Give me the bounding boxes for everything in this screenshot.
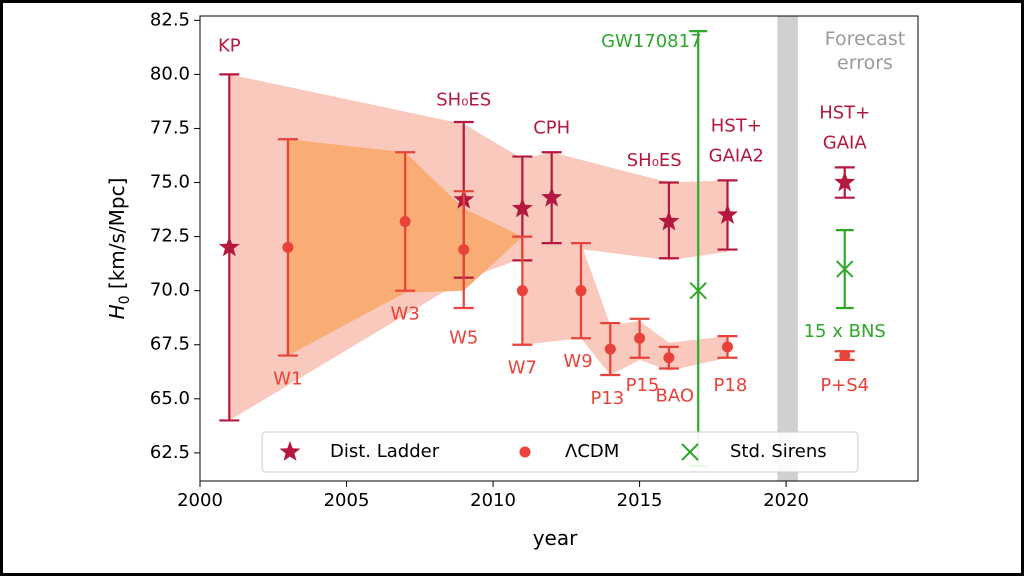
legend-label: ΛCDM — [565, 441, 619, 462]
data-point-star — [511, 197, 533, 218]
annotation-label: W3 — [391, 303, 420, 324]
x-tick-label: 2015 — [617, 490, 663, 511]
data-point-star — [717, 204, 738, 224]
x-tick-label: 2000 — [177, 490, 223, 511]
data-point-x — [689, 281, 707, 300]
data-point-circle — [282, 241, 294, 253]
data-point-star — [541, 186, 563, 207]
data-point-circle — [663, 352, 675, 364]
plot-area — [218, 16, 856, 481]
data-point-circle — [839, 350, 851, 362]
y-tick-label: 77.5 — [150, 117, 190, 138]
legend-label: Dist. Ladder — [330, 441, 440, 462]
annotation-label: W9 — [563, 351, 592, 372]
annotation-label: P18 — [714, 375, 748, 396]
data-point-circle — [604, 343, 616, 355]
data-point-x-stroke-b — [689, 281, 707, 300]
data-point-circle — [458, 244, 470, 256]
y-tick-label: 65.0 — [150, 388, 190, 409]
annotation-label: 15 x BNS — [804, 321, 886, 342]
legend: Dist. Ladder ΛCDM Std. Sirens — [261, 431, 859, 473]
data-point-star — [658, 210, 680, 231]
y-tick-label: 72.5 — [150, 226, 190, 247]
y-tick-label: 75.0 — [150, 172, 190, 193]
annotation-label: GAIA — [823, 133, 868, 154]
plot-frame — [199, 15, 919, 482]
annotation-label: P+S4 — [820, 375, 869, 396]
annotation-label: KP — [218, 35, 241, 56]
x-axis-label: year — [533, 526, 578, 550]
y-tick-label: 62.5 — [150, 442, 190, 463]
legend-marker-x — [681, 443, 699, 461]
annotation-label: GAIA2 — [709, 146, 764, 167]
data-point-x-stroke-b — [836, 260, 854, 278]
series-circle — [277, 138, 855, 377]
forecast-band — [777, 16, 798, 481]
x-tick-label: 2005 — [324, 490, 370, 511]
y-tick-label: 82.5 — [150, 9, 190, 30]
legend-label: Std. Sirens — [730, 441, 827, 462]
forecast-label: Forecast — [825, 28, 905, 50]
forecast-label: errors — [837, 52, 893, 74]
annotation-label: HST+ — [819, 102, 870, 123]
annotation-label: SH₀ES — [627, 150, 682, 171]
legend-marker-circle — [519, 446, 531, 458]
y-tick-label: 80.0 — [150, 63, 190, 84]
legend-marker-x-stroke-b — [681, 443, 699, 461]
annotation-label: HST+ — [711, 115, 762, 136]
x-tick-label: 2020 — [763, 490, 809, 511]
y-tick-label: 67.5 — [150, 334, 190, 355]
annotation-label: P13 — [590, 388, 624, 409]
data-point-circle — [722, 341, 734, 353]
data-point-circle — [399, 215, 411, 227]
data-point-star — [834, 171, 856, 192]
y-tick-label: 70.0 — [150, 280, 190, 301]
data-point-x — [836, 260, 854, 278]
annotation-label: W7 — [508, 358, 537, 379]
annotation-label: W5 — [449, 327, 478, 348]
data-point-circle — [575, 285, 587, 297]
data-point-circle — [516, 285, 528, 297]
annotation-label: BAO — [656, 386, 695, 407]
annotation-label: CPH — [533, 117, 570, 138]
data-point-star — [218, 236, 240, 257]
y-axis-label: H0 [km/s/Mpc] — [105, 178, 133, 320]
annotation-label: P15 — [626, 375, 660, 396]
x-tick-label: 2010 — [470, 490, 516, 511]
data-point-circle — [634, 332, 646, 344]
annotation-label: GW170817 — [601, 31, 701, 52]
annotation-label: SH₀ES — [436, 89, 491, 110]
lcdm-late-band — [522, 236, 728, 375]
annotation-label: W1 — [273, 368, 302, 389]
legend-box — [261, 431, 859, 473]
legend-marker-star — [279, 441, 301, 461]
